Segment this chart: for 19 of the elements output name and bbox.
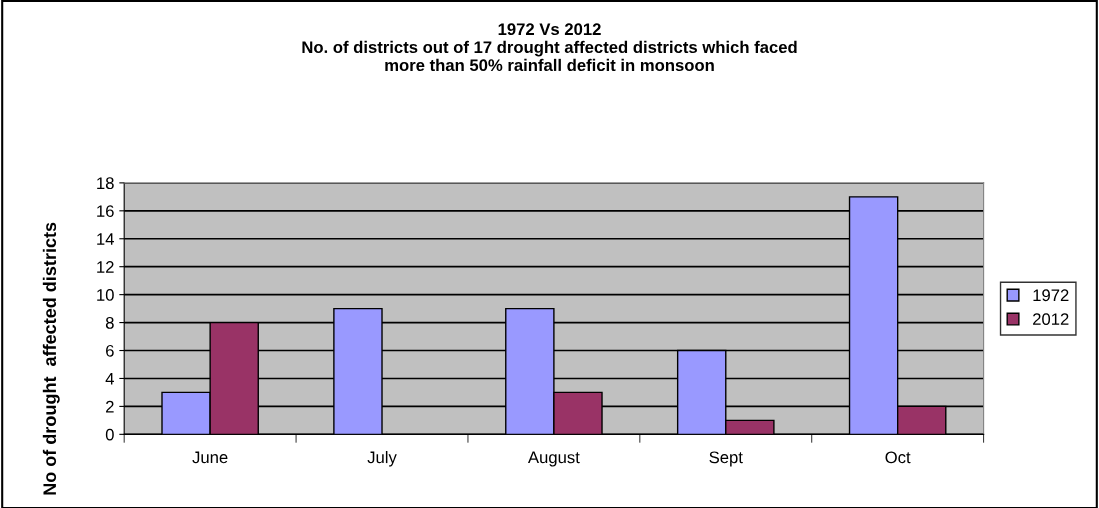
legend-label: 2012 bbox=[1033, 313, 1069, 326]
legend-label: 1972 bbox=[1033, 289, 1069, 302]
x-tick-label: June bbox=[192, 451, 228, 464]
y-tick-label: 0 bbox=[105, 428, 114, 441]
y-tick-label: 18 bbox=[97, 177, 114, 190]
y-tick-label: 12 bbox=[97, 261, 114, 273]
y-axis-title: No of drought affected districts bbox=[42, 222, 60, 495]
x-tick-label: August bbox=[527, 451, 580, 467]
y-tick-label: 16 bbox=[97, 205, 114, 218]
x-tick-label: Oct bbox=[885, 451, 911, 464]
x-tick-label: July bbox=[367, 451, 397, 467]
y-tick-label: 2 bbox=[106, 400, 114, 413]
y-tick-label: 8 bbox=[105, 316, 114, 329]
y-tick-label: 4 bbox=[105, 373, 114, 385]
chart-title: 1972 Vs 2012 No. of districts out of 17 drought affected districts which faced more than 50% rainfall deficit in monsoon bbox=[302, 23, 797, 72]
y-tick-label: 10 bbox=[97, 289, 114, 301]
y-tick-label: 14 bbox=[97, 233, 114, 245]
y-tick-label: 6 bbox=[106, 344, 114, 357]
x-tick-label: Sept bbox=[709, 451, 743, 467]
